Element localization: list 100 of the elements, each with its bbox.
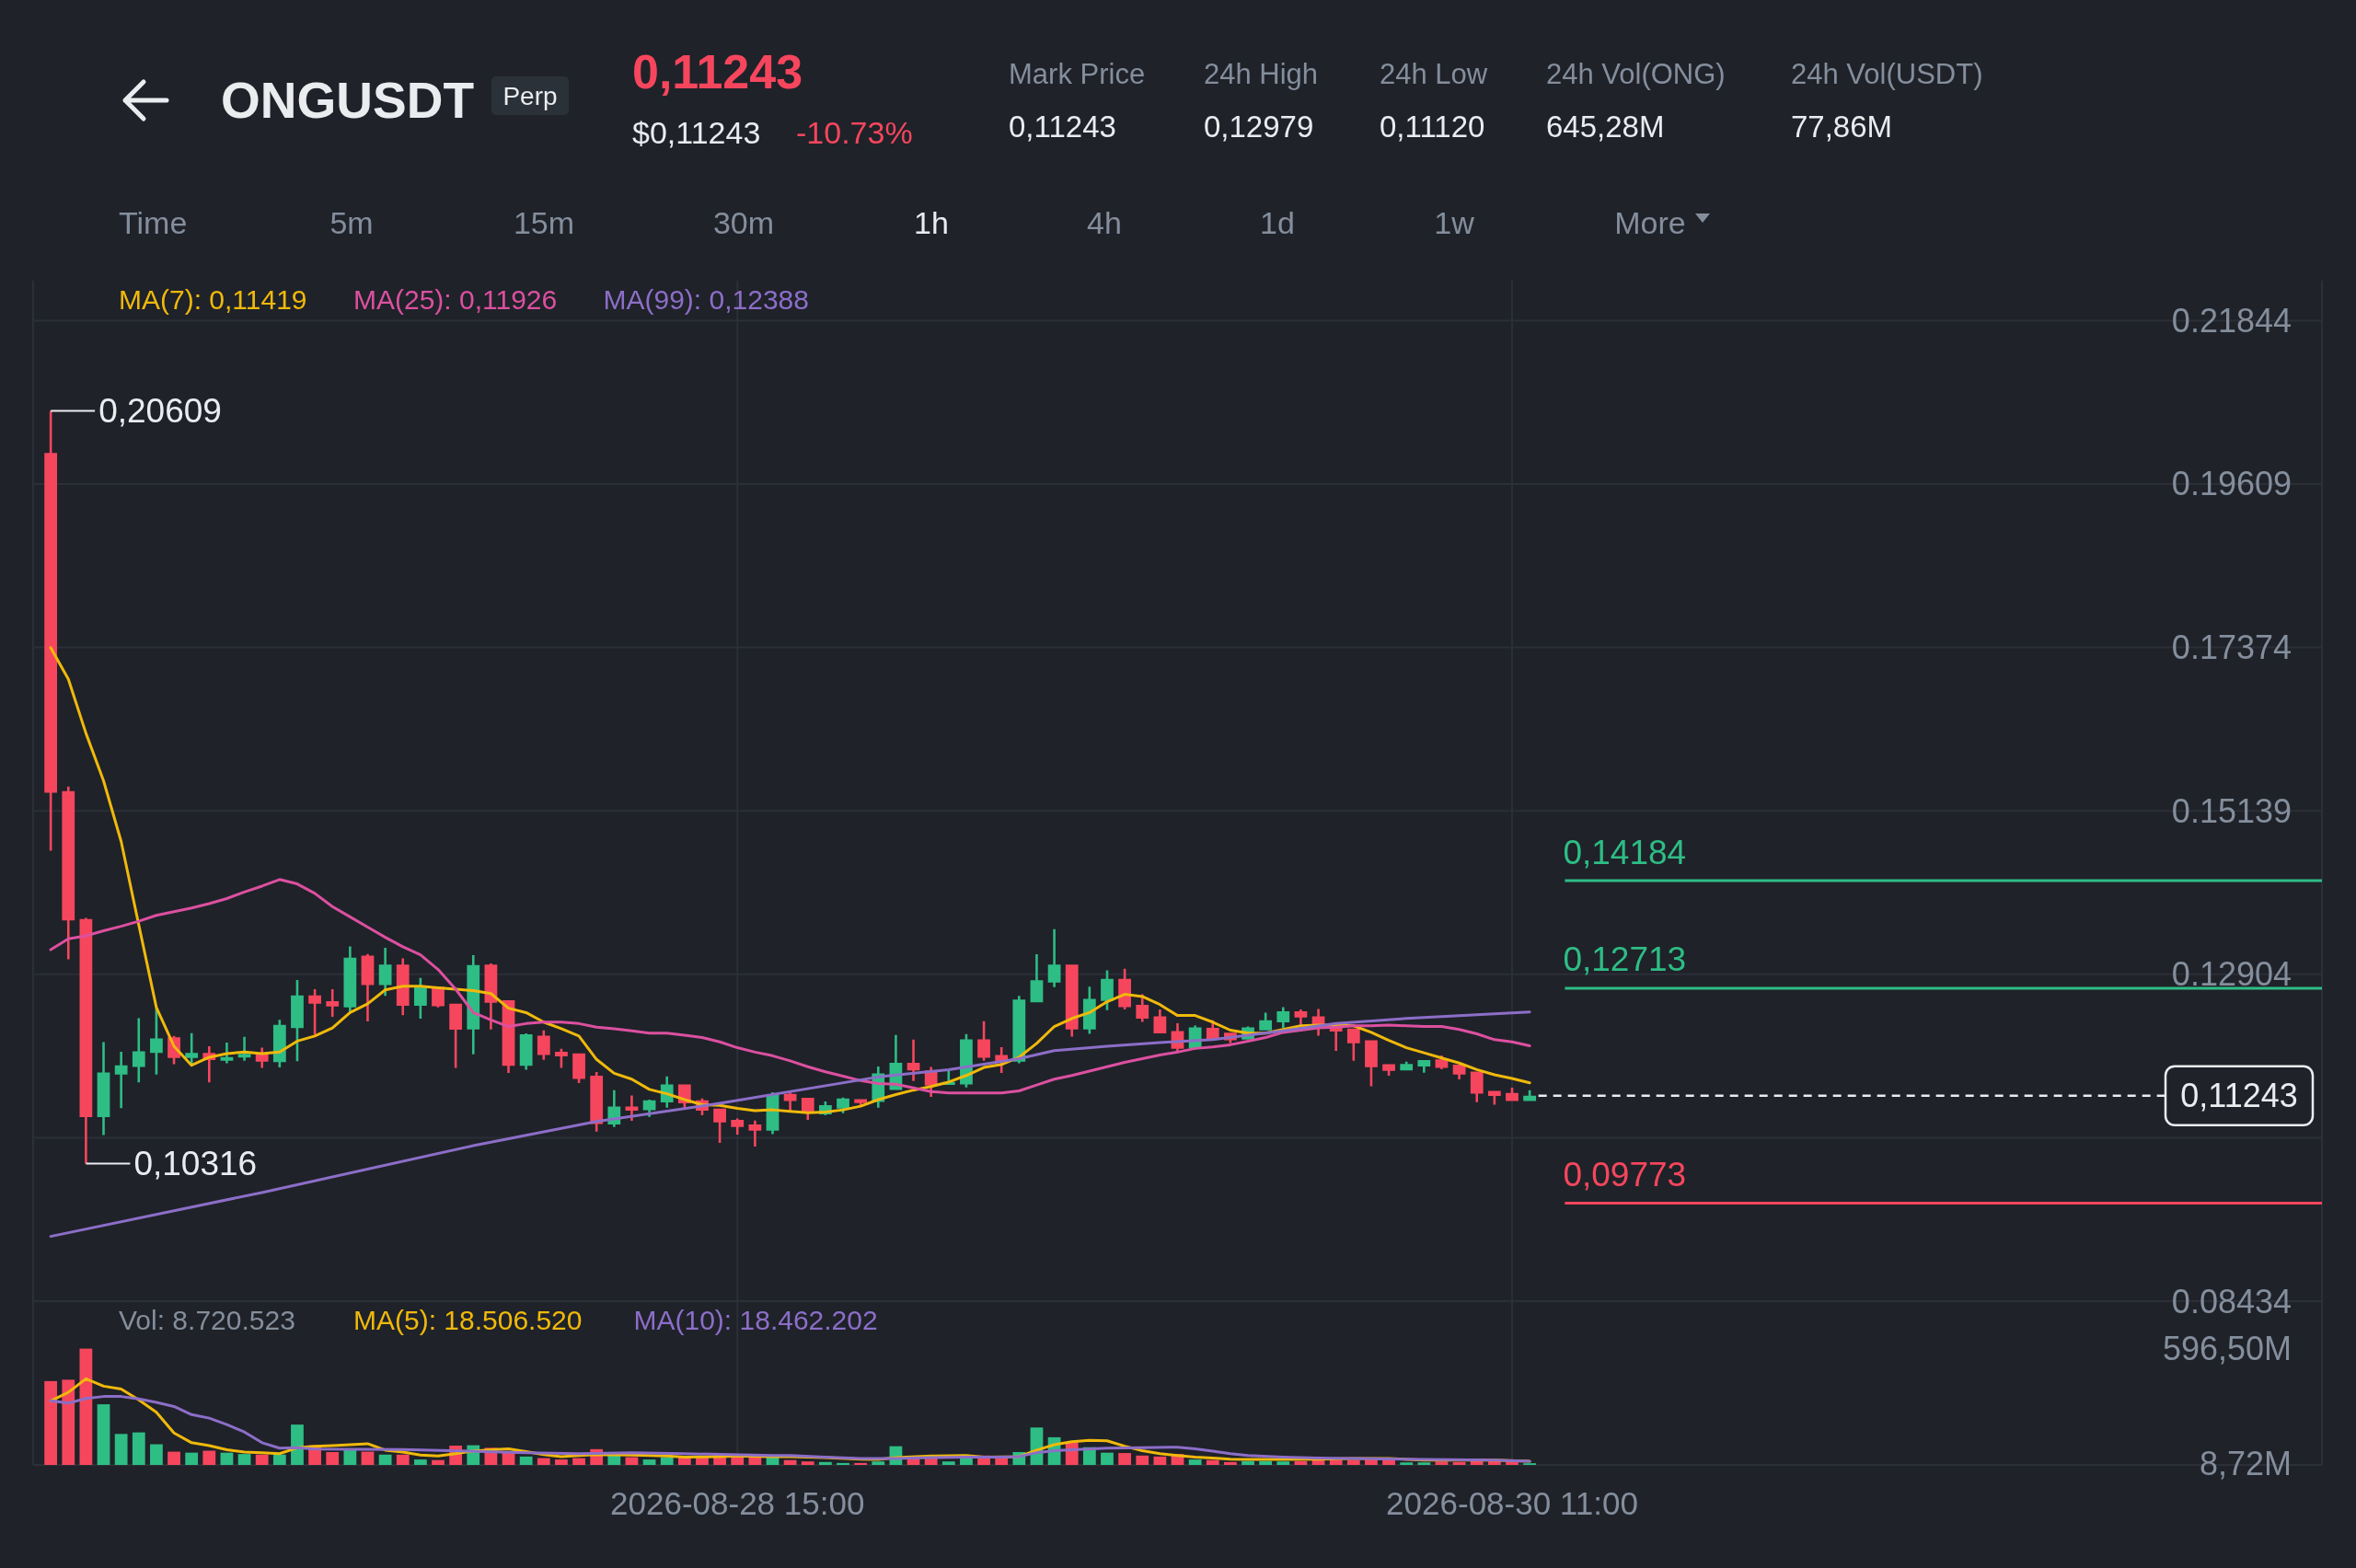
candlestick <box>272 1020 286 1067</box>
bar <box>1435 1461 1449 1465</box>
candlestick <box>467 955 480 1055</box>
candlestick <box>1294 1009 1308 1026</box>
bar <box>432 1459 445 1465</box>
candlestick <box>343 946 357 1013</box>
bar <box>941 1461 955 1465</box>
bar <box>220 1452 234 1465</box>
candlestick <box>1382 1064 1395 1077</box>
text: 24h Vol(USDT) <box>1791 57 1983 90</box>
text: MA(5): 18.506.520 <box>353 1304 583 1335</box>
text: 24h High <box>1204 57 1319 90</box>
candlestick <box>255 1047 269 1068</box>
text: MA(7): 0,11419 <box>119 283 307 315</box>
candlestick <box>308 989 321 1035</box>
candlestick <box>396 958 410 1016</box>
bar <box>1136 1455 1149 1465</box>
candlestick <box>449 1003 463 1068</box>
bar <box>167 1451 180 1465</box>
ref-line-label: 0,14184 <box>1563 833 1687 871</box>
candlestick <box>783 1092 797 1112</box>
y-tick-label: 0.19609 <box>2171 465 2292 503</box>
text: 1d <box>1260 205 1295 240</box>
ref-line-label: 0,12713 <box>1563 940 1687 979</box>
text: 4h <box>1087 205 1122 240</box>
y-tick-label: 596,50M <box>2162 1330 2292 1368</box>
candlestick <box>1365 1040 1378 1087</box>
bar <box>272 1454 286 1465</box>
bar <box>1487 1460 1501 1465</box>
bar <box>1242 1460 1254 1465</box>
candlestick <box>1082 986 1096 1034</box>
candlestick <box>1101 970 1114 1010</box>
chart-title: ONGUSDT <box>221 72 474 129</box>
text: MA(99): 0,12388 <box>603 283 809 315</box>
bar <box>44 1380 58 1465</box>
bar <box>783 1459 797 1465</box>
candlestick <box>1047 928 1061 987</box>
text: $0,11243 <box>632 115 761 150</box>
bar <box>378 1454 392 1465</box>
candlestick <box>1346 1028 1360 1061</box>
bar <box>1153 1456 1167 1465</box>
text: 0,11120 <box>1380 109 1485 144</box>
candlestick <box>590 1072 604 1132</box>
candlestick <box>801 1098 814 1121</box>
bar <box>1259 1460 1273 1465</box>
candlestick <box>1065 964 1079 1037</box>
text: 15m <box>513 205 575 240</box>
bar <box>1118 1453 1131 1465</box>
candlestick <box>713 1108 726 1144</box>
bar <box>1206 1459 1219 1465</box>
y-tick-label: 0.08434 <box>2171 1282 2292 1320</box>
candlestick <box>62 786 75 960</box>
bar <box>255 1454 269 1465</box>
text: 0,11243 <box>632 45 803 98</box>
text: 24h Vol(ONG) <box>1546 57 1726 90</box>
bar <box>237 1454 251 1465</box>
ref-line-label: 0,11243 <box>2180 1077 2298 1115</box>
bar <box>202 1450 216 1465</box>
candlestick <box>150 1008 163 1075</box>
y-tick-label: 0.21844 <box>2171 301 2292 340</box>
candlestick <box>1417 1060 1431 1073</box>
candlestick <box>1487 1090 1501 1105</box>
candlestick <box>79 917 93 1164</box>
text: MA(25): 0,11926 <box>353 283 558 315</box>
line-series <box>49 1010 1531 1239</box>
bar <box>62 1379 75 1465</box>
line-series <box>49 646 1531 1114</box>
bar <box>396 1454 410 1465</box>
candlestick <box>1136 994 1149 1022</box>
text: 1h <box>914 205 949 240</box>
candlestick <box>413 977 427 1020</box>
candlestick <box>1400 1061 1414 1071</box>
bar <box>413 1459 427 1465</box>
text: Time <box>119 205 188 240</box>
text: Perp <box>502 81 558 110</box>
candlestick <box>907 1039 920 1081</box>
candlestick <box>1452 1065 1466 1080</box>
bar <box>872 1461 885 1465</box>
bar <box>1188 1459 1202 1465</box>
line-series <box>49 1395 1531 1463</box>
bar <box>132 1432 145 1465</box>
candlestick <box>291 979 304 1062</box>
candlestick <box>1153 1009 1167 1034</box>
bar <box>1346 1459 1360 1465</box>
text: 30m <box>712 205 775 240</box>
candlestick <box>1470 1071 1484 1102</box>
candlestick <box>1012 996 1026 1064</box>
bar <box>1101 1452 1114 1465</box>
annotation: 0,10316 <box>133 1144 258 1182</box>
candlestick <box>237 1036 251 1061</box>
candlestick <box>132 1018 145 1083</box>
bar <box>1417 1462 1431 1465</box>
candlestick <box>519 1033 533 1070</box>
candlestick <box>1030 954 1044 1003</box>
text: 0,11243 <box>1009 109 1116 144</box>
candlestick <box>537 1030 550 1060</box>
text: 1w <box>1434 205 1475 240</box>
bar <box>291 1424 304 1465</box>
bar <box>854 1462 868 1465</box>
candlestick <box>977 1020 990 1061</box>
